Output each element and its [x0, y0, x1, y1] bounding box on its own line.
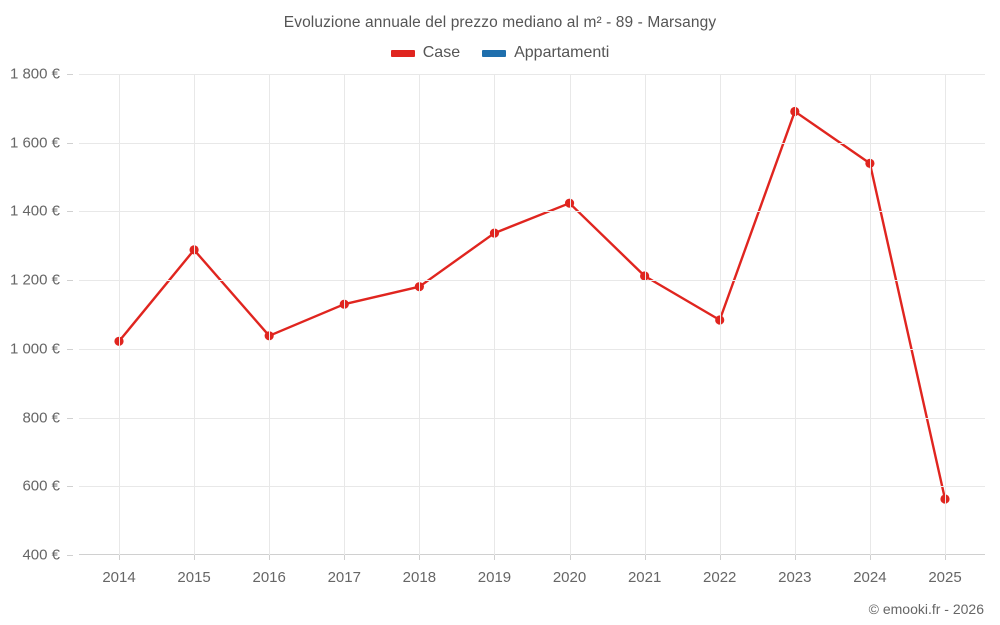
x-axis-tick-label: 2014 [102, 569, 136, 586]
chart-legend: Case Appartamenti [0, 44, 1000, 62]
gridline-horizontal [79, 486, 985, 488]
gridline-vertical [494, 74, 496, 555]
gridline-vertical [794, 74, 796, 555]
x-axis-tick-mark [344, 555, 346, 560]
gridline-vertical [869, 74, 871, 555]
y-axis-tick-mark [67, 74, 73, 75]
y-axis-tick-label: 800 € [22, 409, 60, 427]
legend-item-label: Case [422, 44, 461, 61]
y-axis-tick-mark [67, 348, 73, 350]
x-axis-tick-label: 2018 [402, 569, 437, 586]
x-axis-tick-label: 2021 [627, 569, 662, 586]
gridline-vertical [569, 74, 571, 555]
legend-swatch-icon [482, 49, 507, 57]
gridline-vertical [945, 74, 946, 555]
y-axis-tick-mark [67, 211, 73, 213]
x-axis-tick-mark [719, 555, 721, 560]
gridline-vertical [644, 74, 646, 555]
gridline-vertical [269, 74, 271, 555]
x-axis-tick-label: 2020 [552, 569, 587, 586]
x-axis-tick-mark [569, 555, 571, 560]
x-axis-tick-mark [945, 555, 946, 560]
gridline-horizontal [79, 142, 985, 144]
footer-credit: © emooki.fr - 2026 [868, 601, 984, 617]
legend-item[interactable]: Appartamenti [482, 44, 609, 62]
x-axis-tick-mark [644, 555, 646, 560]
legend-item-label: Appartamenti [514, 44, 610, 61]
y-axis-tick-label: 1 000 € [9, 340, 60, 358]
y-axis-tick-mark [67, 280, 73, 282]
y-axis-tick-label: 1 400 € [9, 202, 60, 220]
x-axis-tick-label: 2017 [327, 569, 361, 586]
legend-swatch-icon [390, 49, 415, 57]
gridline-vertical [419, 74, 421, 555]
y-axis-tick-mark [67, 486, 73, 488]
x-axis-tick-mark [269, 555, 271, 560]
gridline-horizontal [79, 417, 985, 419]
y-axis-tick-label: 1 600 € [9, 134, 60, 152]
x-axis-tick-mark [194, 555, 196, 560]
plot-area [79, 74, 985, 555]
gridline-horizontal [79, 348, 985, 350]
chart-title: Evoluzione annuale del prezzo mediano al… [283, 14, 717, 31]
x-axis-tick-mark [869, 555, 871, 560]
gridline-vertical [719, 74, 721, 555]
gridline-horizontal [79, 211, 985, 213]
x-axis-tick-label: 2016 [252, 569, 286, 586]
x-axis-tick-mark [119, 555, 120, 560]
y-axis-tick-label: 400 € [22, 546, 60, 564]
x-axis: 2014 2015 2016 2017 2018 2019 2020 2021 2022 2023… [0, 555, 1000, 595]
gridline-vertical [344, 74, 346, 555]
x-axis-tick-label: 2019 [477, 569, 512, 586]
series-line [117, 110, 947, 501]
gridline-horizontal [79, 74, 985, 75]
y-axis-tick-mark [67, 142, 73, 144]
y-axis: 1 800 € 1 600 € 1 400 € 1 200 € 1 000 € 800 €… [0, 0, 73, 625]
series-layer [114, 106, 950, 504]
gridline-horizontal [79, 280, 985, 282]
y-axis-tick-label: 1 800 € [9, 65, 60, 83]
x-axis-tick-label: 2025 [928, 569, 962, 586]
x-axis-tick-label: 2015 [177, 569, 211, 586]
x-axis-baseline [79, 554, 985, 555]
legend-item[interactable]: Case [390, 44, 461, 62]
y-axis-tick-label: 1 200 € [9, 271, 60, 289]
y-axis-tick-label: 600 € [22, 477, 60, 495]
x-axis-tick-mark [494, 555, 496, 560]
gridline-vertical [194, 74, 196, 555]
y-axis-tick-mark [67, 555, 73, 556]
x-axis-tick-mark [794, 555, 796, 560]
x-axis-tick-label: 2024 [853, 569, 887, 586]
gridline-vertical [119, 74, 120, 555]
x-axis-tick-label: 2022 [703, 569, 737, 586]
x-axis-tick-mark [419, 555, 421, 560]
x-axis-tick-label: 2023 [778, 569, 812, 586]
y-axis-tick-mark [67, 417, 73, 419]
